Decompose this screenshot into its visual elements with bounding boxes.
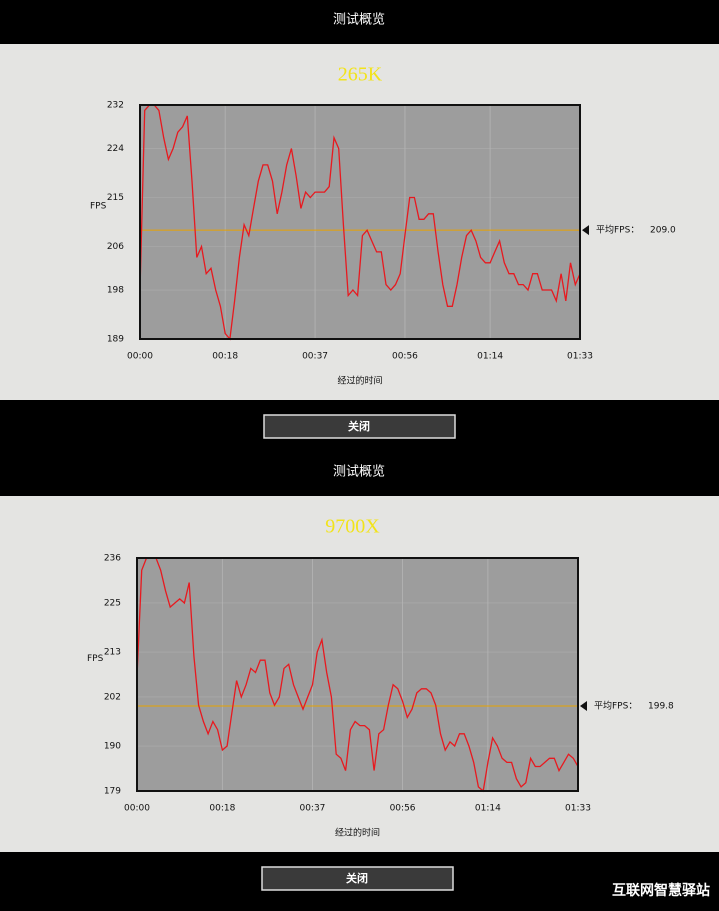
y-tick-label: 179 <box>104 787 121 797</box>
x-tick-label: 00:18 <box>212 352 238 362</box>
x-tick-label: 00:56 <box>390 804 416 814</box>
header-bar <box>0 452 719 496</box>
x-tick-label: 00:37 <box>299 804 325 814</box>
watermark: 互联网智慧驿站 <box>612 882 710 899</box>
y-tick-label: 213 <box>104 648 121 658</box>
plot-border <box>136 557 579 792</box>
average-value: 209.0 <box>650 226 676 236</box>
average-value: 199.8 <box>648 701 674 711</box>
y-tick-label: 189 <box>107 335 124 345</box>
y-axis-label: FPS <box>87 654 104 664</box>
chart-title: 265K <box>338 64 383 86</box>
header-title: 测试概览 <box>333 12 385 28</box>
x-tick-label: 00:37 <box>302 352 328 362</box>
fps-line <box>139 104 581 341</box>
y-tick-label: 224 <box>107 144 124 154</box>
chart-title: 9700X <box>325 516 380 538</box>
plot-area <box>137 558 578 791</box>
x-tick-label: 01:14 <box>477 352 503 362</box>
close-button[interactable] <box>261 866 454 891</box>
x-axis-label: 经过的时间 <box>337 375 382 387</box>
y-tick-label: 202 <box>104 692 121 702</box>
y-tick-label: 225 <box>104 598 121 608</box>
plot-area <box>140 105 580 339</box>
x-tick-label: 00:00 <box>124 804 150 814</box>
x-tick-label: 01:33 <box>567 352 593 362</box>
close-button-label[interactable]: 关闭 <box>346 871 368 885</box>
y-tick-label: 215 <box>107 193 124 203</box>
x-tick-label: 01:14 <box>475 804 501 814</box>
average-name: 平均FPS： <box>594 699 637 711</box>
y-tick-label: 236 <box>104 554 121 564</box>
average-marker <box>582 225 589 236</box>
header-title: 测试概览 <box>333 464 385 480</box>
plot-border <box>139 104 581 340</box>
y-tick-label: 198 <box>107 286 124 296</box>
x-tick-label: 01:33 <box>565 804 591 814</box>
y-axis-label: FPS <box>90 202 107 212</box>
x-tick-label: 00:56 <box>392 352 418 362</box>
average-marker <box>580 700 587 711</box>
close-button-label[interactable]: 关闭 <box>348 419 370 433</box>
x-axis-label: 经过的时间 <box>335 827 380 839</box>
x-tick-label: 00:00 <box>127 352 153 362</box>
average-name: 平均FPS： <box>596 224 639 236</box>
header-bar <box>0 0 719 44</box>
y-tick-label: 206 <box>107 242 124 252</box>
x-tick-label: 00:18 <box>209 804 235 814</box>
fps-line <box>136 557 579 793</box>
y-tick-label: 190 <box>104 742 121 752</box>
close-button[interactable] <box>263 414 456 439</box>
y-tick-label: 232 <box>107 101 124 111</box>
